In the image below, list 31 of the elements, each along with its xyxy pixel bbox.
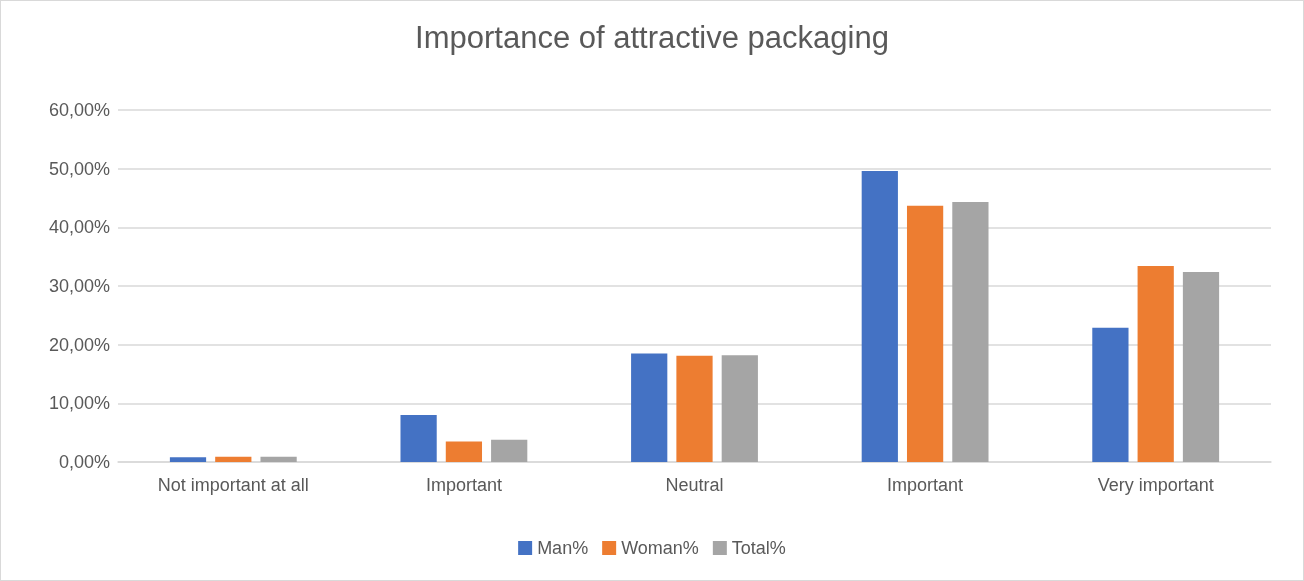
bar [445,441,483,462]
bar [861,171,898,462]
y-tick-label: 50,00% [48,158,110,179]
bar [631,353,668,462]
legend-label: Man% [537,538,589,558]
x-tick-label: Important [887,475,964,495]
x-tick-label: Not important at all [157,475,309,495]
x-tick-label: Very important [1097,475,1214,495]
bar [906,205,944,462]
legend-label: Woman% [621,538,699,558]
y-tick-label: 40,00% [48,217,110,238]
bar [1092,327,1129,462]
bar [169,457,207,462]
x-tick-label: Neutral [665,475,724,495]
bar [215,456,252,462]
bar [676,355,713,462]
y-tick-label: 30,00% [48,276,110,296]
y-tick-label: 60,00% [48,100,110,120]
legend-label: Total% [731,538,786,558]
y-tick-label: 10,00% [48,393,110,414]
bar [1137,266,1174,462]
bar [952,202,989,462]
bar [1182,271,1220,462]
y-tick-label: 0,00% [58,452,110,472]
x-tick-label: Important [425,475,502,495]
bar [260,456,297,462]
bar [721,355,758,462]
bar [400,415,437,462]
y-tick-label: 20,00% [48,334,110,355]
bar [491,439,528,462]
chart-title: Importance of attractive packaging [415,20,889,55]
